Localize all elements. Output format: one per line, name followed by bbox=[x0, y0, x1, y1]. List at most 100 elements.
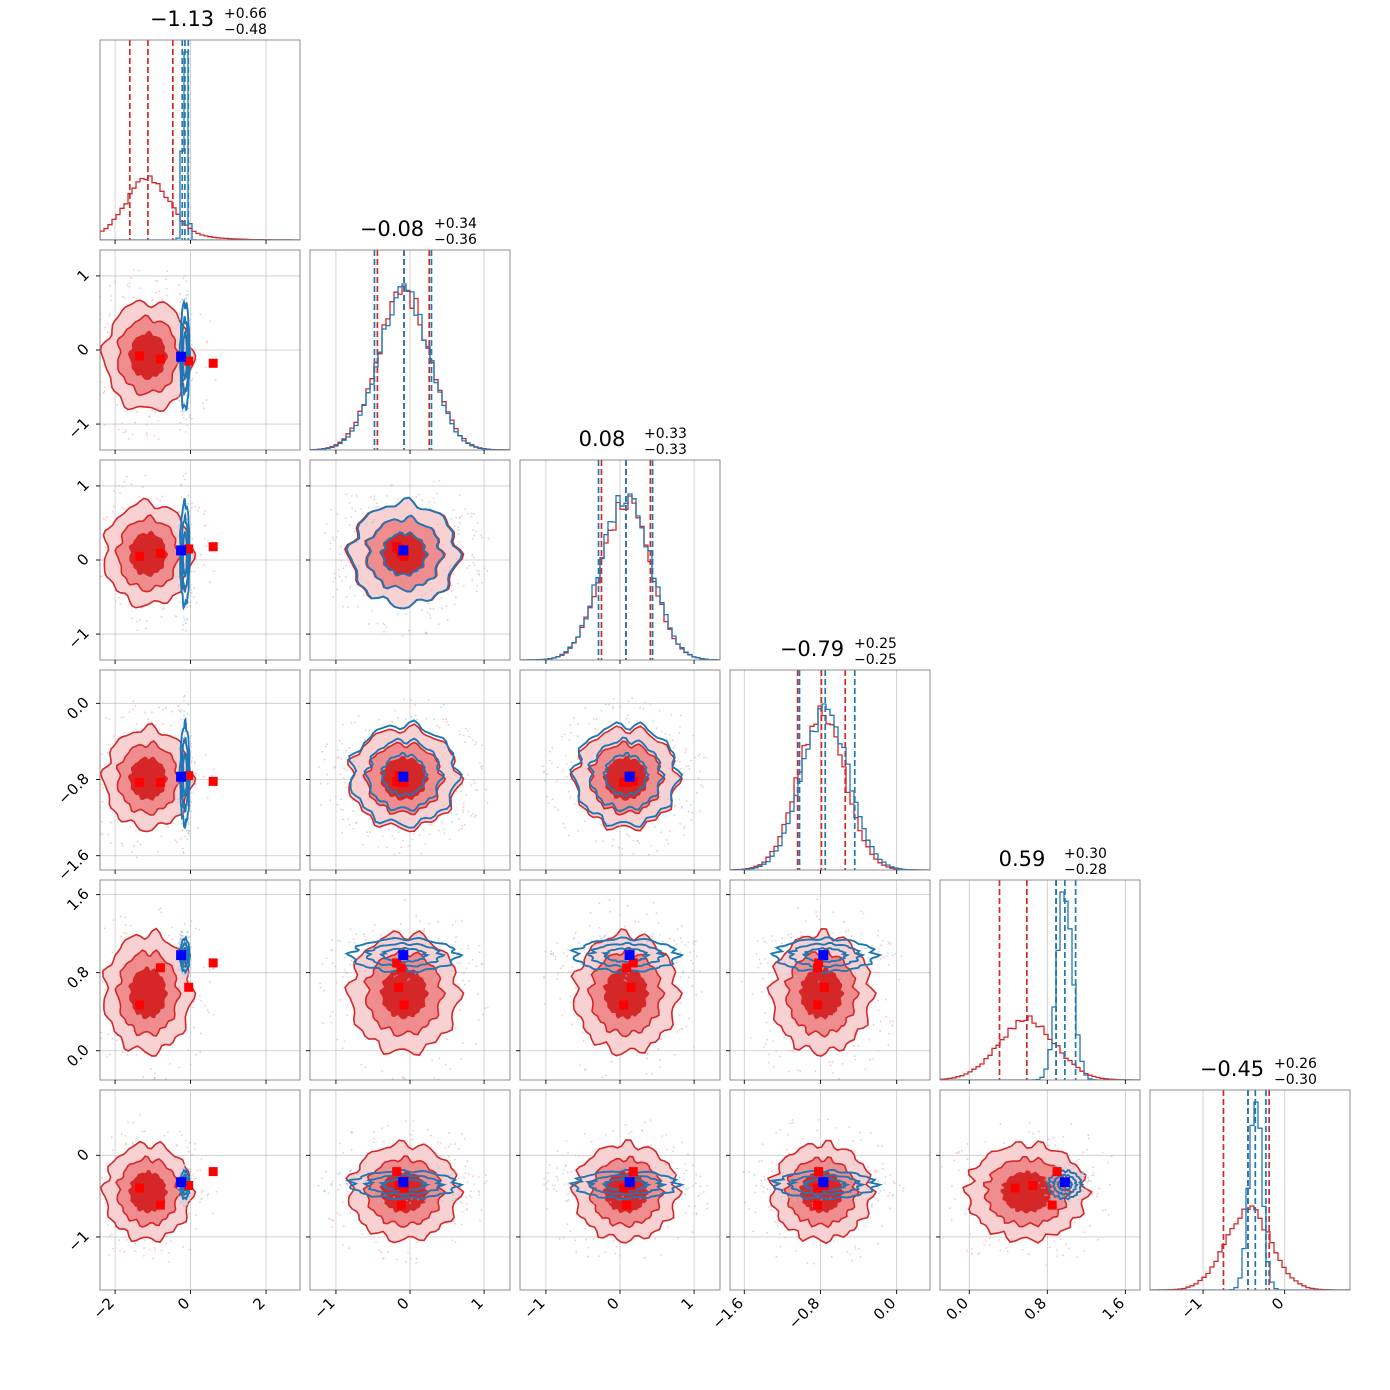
scatter-point bbox=[612, 1240, 615, 1242]
scatter-point bbox=[1021, 1249, 1024, 1251]
scatter-point bbox=[775, 1050, 778, 1053]
scatter-point bbox=[178, 293, 181, 295]
scatter-point bbox=[565, 763, 568, 765]
scatter-point bbox=[351, 799, 354, 802]
scatter-point bbox=[760, 991, 763, 993]
scatter-point bbox=[101, 783, 104, 786]
scatter-point bbox=[461, 1210, 464, 1213]
scatter-point bbox=[344, 517, 347, 520]
scatter-point bbox=[111, 1233, 113, 1236]
scatter-point bbox=[182, 624, 185, 626]
scatter-point bbox=[800, 931, 803, 934]
scatter-point bbox=[566, 1171, 569, 1174]
scatter-point bbox=[387, 1251, 389, 1254]
title-plus-error: +0.34 bbox=[434, 216, 477, 232]
panel-4-3 bbox=[726, 879, 931, 1084]
scatter-point bbox=[1077, 1158, 1080, 1161]
scatter-point bbox=[100, 1037, 103, 1040]
scatter-point bbox=[693, 950, 695, 952]
scatter-point bbox=[153, 1082, 155, 1084]
scatter-point bbox=[146, 1083, 148, 1085]
scatter-point bbox=[180, 483, 183, 486]
scatter-point bbox=[476, 789, 479, 792]
scatter-point bbox=[462, 806, 465, 808]
scatter-point bbox=[365, 1190, 368, 1193]
scatter-point bbox=[652, 932, 654, 935]
scatter-point bbox=[598, 1194, 600, 1197]
scatter-point bbox=[780, 1195, 783, 1198]
scatter-point bbox=[88, 1195, 90, 1197]
scatter-point bbox=[585, 1200, 588, 1202]
scatter-point bbox=[900, 955, 903, 958]
scatter-point bbox=[1104, 1208, 1107, 1211]
density-contour bbox=[585, 941, 667, 969]
scatter-point bbox=[106, 322, 109, 325]
scatter-point bbox=[789, 1122, 792, 1125]
scatter-point bbox=[178, 318, 181, 321]
scatter-point bbox=[329, 542, 332, 545]
scatter-point bbox=[887, 1032, 890, 1035]
title-plus-error: +0.33 bbox=[644, 426, 687, 442]
scatter-point bbox=[403, 899, 406, 901]
scatter-point bbox=[678, 1177, 681, 1179]
panel-content bbox=[88, 1090, 300, 1290]
scatter-point bbox=[628, 1132, 631, 1135]
scatter-point bbox=[804, 1169, 806, 1172]
scatter-point bbox=[691, 969, 694, 972]
scatter-point bbox=[651, 935, 654, 938]
scatter-point bbox=[130, 276, 133, 279]
scatter-point bbox=[550, 950, 553, 953]
scatter-point bbox=[637, 921, 640, 924]
scatter-point bbox=[342, 1225, 345, 1227]
scatter-point bbox=[672, 1146, 675, 1149]
scatter-point bbox=[854, 971, 856, 974]
density-contour bbox=[365, 514, 446, 593]
scatter-point bbox=[558, 1237, 561, 1240]
scatter-point bbox=[889, 1207, 891, 1210]
scatter-point bbox=[889, 1020, 891, 1023]
scatter-point bbox=[153, 1247, 156, 1250]
scatter-point bbox=[481, 536, 483, 539]
scatter-point bbox=[341, 831, 343, 834]
scatter-point bbox=[826, 1082, 828, 1084]
scatter-point bbox=[842, 921, 845, 924]
scatter-point bbox=[136, 410, 139, 413]
scatter-point bbox=[466, 729, 469, 732]
scatter-point bbox=[443, 832, 446, 835]
scatter-point bbox=[590, 1140, 593, 1143]
scatter-point bbox=[694, 1205, 697, 1208]
scatter-point bbox=[859, 1256, 862, 1258]
scatter-point bbox=[955, 1151, 958, 1154]
scatter-point bbox=[342, 605, 345, 608]
scatter-point bbox=[207, 539, 209, 542]
scatter-point bbox=[612, 698, 615, 700]
scatter-point bbox=[181, 936, 184, 938]
scatter-point bbox=[688, 768, 691, 770]
scatter-point bbox=[427, 698, 430, 701]
scatter-point bbox=[1045, 1194, 1048, 1197]
scatter-point bbox=[193, 1001, 195, 1003]
histogram-step bbox=[940, 1015, 1140, 1080]
panel-title: 0.59 bbox=[999, 847, 1046, 871]
scatter-point bbox=[328, 1217, 331, 1220]
scatter-point bbox=[419, 920, 421, 923]
scatter-point bbox=[190, 343, 193, 346]
scatter-point bbox=[881, 1225, 884, 1227]
scatter-point bbox=[166, 270, 169, 273]
scatter-point bbox=[589, 912, 592, 914]
scatter-point bbox=[160, 1249, 163, 1252]
scatter-point bbox=[102, 786, 104, 789]
scatter-point bbox=[787, 1134, 789, 1136]
scatter-point bbox=[203, 775, 206, 778]
scatter-point bbox=[483, 1182, 486, 1184]
density-contour bbox=[1000, 1170, 1055, 1214]
panel-frame bbox=[729, 1089, 931, 1291]
scatter-point bbox=[593, 1202, 596, 1205]
scatter-point bbox=[147, 718, 150, 721]
scatter-point bbox=[461, 515, 464, 517]
scatter-point bbox=[1082, 1151, 1085, 1154]
panel-content bbox=[940, 880, 1140, 1080]
scatter-point bbox=[181, 413, 184, 416]
panel-content bbox=[310, 250, 510, 450]
scatter-point bbox=[372, 939, 375, 942]
